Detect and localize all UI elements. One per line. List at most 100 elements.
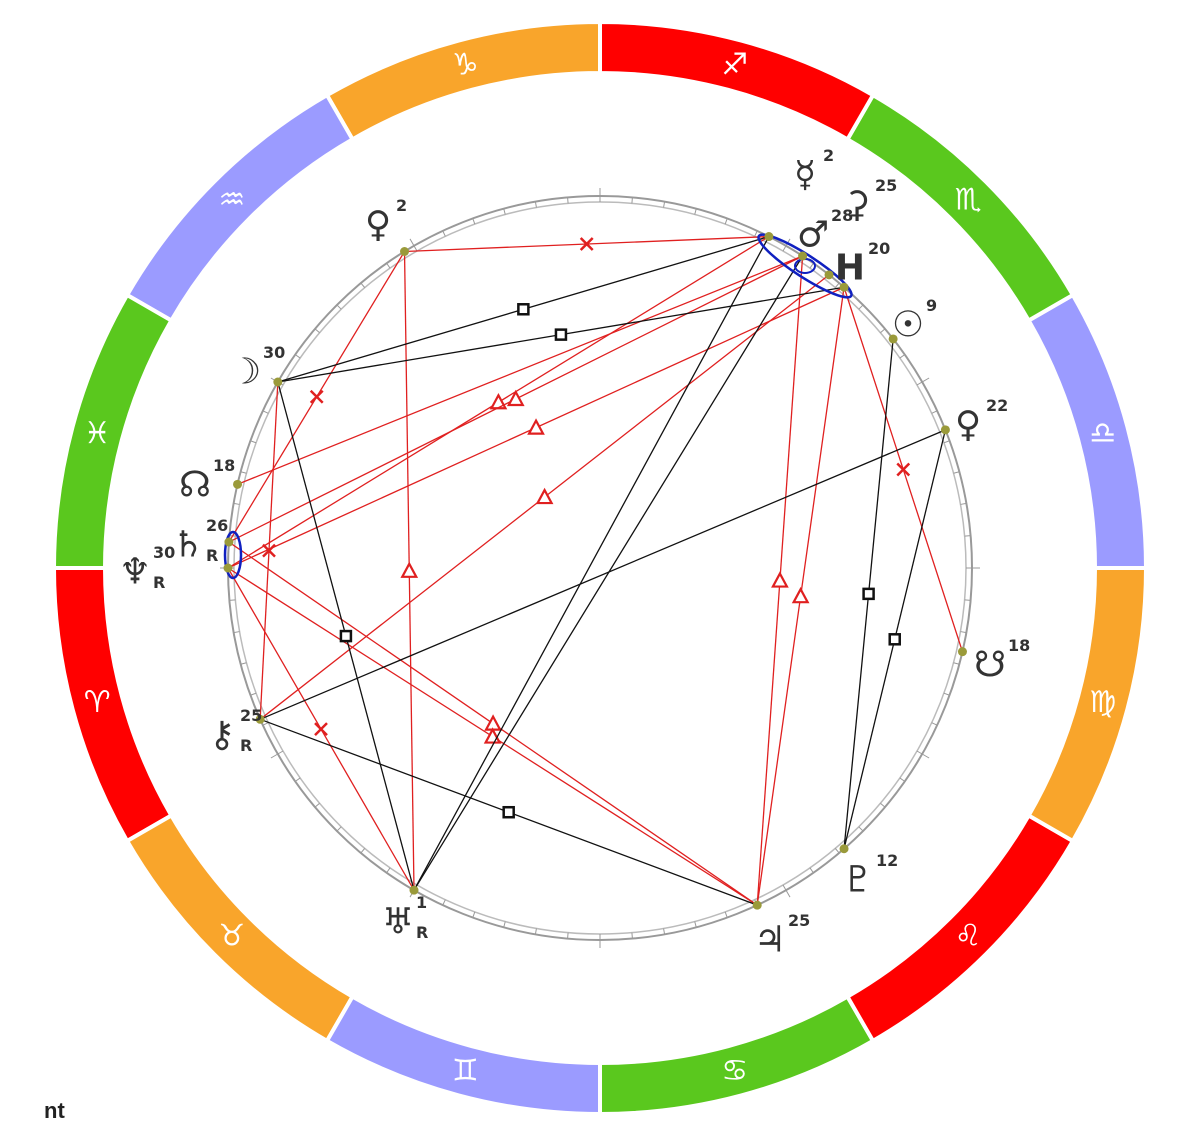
- planet-glyph: ♃: [754, 920, 786, 961]
- degree-tick: [931, 722, 938, 726]
- planet-degree: 18: [213, 456, 235, 475]
- zodiac-sign: ♐: [721, 48, 748, 83]
- retrograde-label: R: [240, 736, 252, 755]
- degree-tick: [964, 535, 971, 537]
- aspect-square: [517, 303, 530, 316]
- aspect-sextile: [262, 543, 276, 558]
- planet-degree: 9: [926, 296, 937, 315]
- aspect-square: [554, 328, 568, 341]
- aspect-square: [888, 633, 901, 646]
- zodiac-sign: ♓: [84, 416, 111, 451]
- degree-tick: [943, 440, 950, 444]
- planet-dot: [224, 537, 234, 547]
- zodiac-sign: ♎: [1089, 416, 1116, 451]
- degree-tick: [240, 471, 247, 474]
- planet-dot: [273, 377, 283, 387]
- aspect-sextile: [314, 722, 328, 736]
- zodiac-segment: [51, 566, 175, 844]
- degree-tick: [250, 692, 257, 696]
- degree-tick: [262, 722, 269, 726]
- degree-tick: [631, 932, 633, 939]
- planet-degree: 2: [823, 146, 834, 165]
- planet-degree: 25: [788, 911, 810, 930]
- aspect-sextile: [896, 462, 911, 477]
- degree-tick: [229, 599, 236, 601]
- planet-dot: [223, 563, 233, 573]
- planet-dot: [798, 251, 808, 261]
- degree-tick: [724, 911, 728, 918]
- planet-degree: 30: [263, 343, 285, 362]
- planet-glyph: ⚷: [209, 715, 235, 756]
- degree-tick: [834, 282, 840, 288]
- degree-tick: [694, 921, 697, 928]
- degree-tick: [858, 304, 864, 310]
- aspect-trine: [400, 561, 419, 578]
- degree-tick: [534, 201, 537, 208]
- degree-tick: [880, 328, 886, 334]
- aspect-trine: [527, 418, 545, 435]
- planet-degree: 18: [1008, 636, 1030, 655]
- planet-degree: 28: [831, 206, 853, 225]
- aspect-sextile: [309, 389, 324, 404]
- retrograde-label: R: [206, 546, 218, 565]
- planet-degree: 1: [416, 893, 427, 912]
- planet-degree: 20: [868, 239, 890, 258]
- degree-tick: [250, 440, 257, 444]
- degree-tick: [314, 802, 320, 808]
- planet-degree: 22: [986, 396, 1008, 415]
- planet-dot: [839, 282, 849, 292]
- planet-glyph: ☊: [179, 465, 211, 506]
- planet-glyph: ☋: [974, 645, 1006, 686]
- planet-glyph: ☉: [892, 305, 924, 346]
- degree-tick: [472, 911, 476, 918]
- planet-glyph: ☿: [794, 155, 816, 196]
- degree-tick: [503, 921, 506, 928]
- zodiac-sign: ♌: [955, 919, 982, 954]
- degree-tick: [953, 471, 960, 474]
- zodiac-segment: [1025, 292, 1149, 570]
- conjunction-ring: [757, 233, 853, 299]
- degree-tick: [233, 502, 240, 505]
- degree-tick: [409, 238, 418, 252]
- degree-tick: [960, 631, 967, 634]
- degree-tick: [567, 197, 569, 204]
- planet-degree: 12: [876, 851, 898, 870]
- degree-tick: [880, 802, 886, 808]
- aspect-trine: [791, 586, 810, 604]
- degree-tick: [503, 208, 506, 215]
- degree-tick: [916, 750, 930, 759]
- planet-glyph: ♄: [172, 525, 204, 566]
- degree-tick: [386, 867, 391, 874]
- planet-dot: [957, 647, 967, 657]
- conjunction-ring: [223, 530, 243, 580]
- degree-tick: [336, 304, 342, 310]
- aspect-line: [413, 255, 804, 891]
- aspect-sextile: [579, 237, 594, 251]
- planet-dot: [752, 900, 762, 910]
- planet-glyph: H: [835, 248, 865, 289]
- aspect-line: [237, 255, 803, 485]
- degree-tick: [943, 692, 950, 696]
- zodiac-sign: ♑: [452, 48, 479, 83]
- aspect-trine: [535, 487, 554, 505]
- planet-dot: [233, 479, 243, 489]
- degree-tick: [386, 262, 391, 269]
- aspect-line: [259, 429, 946, 720]
- planet-dot: [824, 270, 834, 280]
- degree-tick: [336, 826, 342, 832]
- retrograde-label: R: [416, 923, 428, 942]
- planet-degree: 2: [396, 196, 407, 215]
- degree-tick: [567, 932, 569, 939]
- degree-tick: [294, 777, 301, 782]
- degree-tick: [442, 230, 446, 237]
- degree-tick: [294, 354, 301, 359]
- degree-tick: [270, 750, 284, 759]
- aspect-trine: [506, 389, 525, 407]
- degree-tick: [809, 867, 814, 874]
- degree-tick: [931, 410, 938, 414]
- planet-degree: 30: [153, 543, 175, 562]
- degree-tick: [754, 230, 758, 237]
- degree-tick: [724, 218, 728, 225]
- planet-dot: [888, 334, 898, 344]
- degree-tick: [442, 899, 446, 906]
